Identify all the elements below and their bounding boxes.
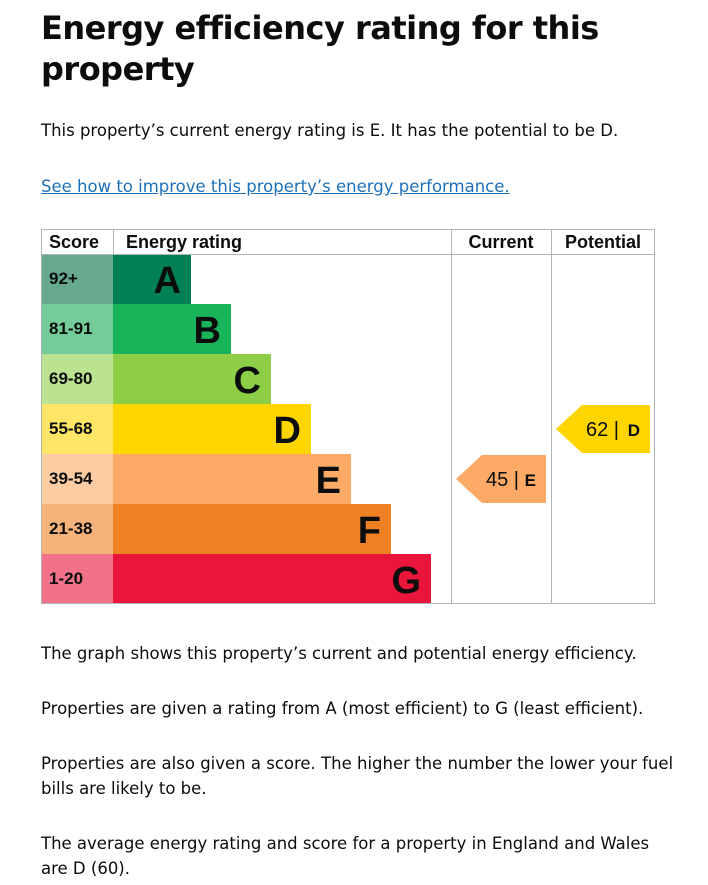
score-cell-f — [41, 504, 113, 554]
rating-bar-f — [113, 504, 391, 554]
score-label-g: 1-20 — [49, 569, 83, 588]
score-cell-d — [41, 404, 113, 454]
rating-letter-b: B — [194, 310, 221, 352]
current-rating-letter: E — [525, 471, 536, 490]
energy-rating-chart: Score Energy rating Current Potential 92+ A 81… — [41, 229, 655, 604]
improve-link-wrap: See how to improve this property’s energ… — [41, 174, 681, 199]
score-cell-g — [41, 554, 113, 604]
score-description: Properties are also given a score. The h… — [41, 754, 674, 798]
column-header-potential: Potential — [565, 232, 641, 252]
score-cell-b — [41, 304, 113, 354]
rating-bar-c — [113, 354, 271, 404]
column-header-current: Current — [468, 232, 533, 252]
rating-bar-a — [113, 254, 191, 304]
column-header-score: Score — [49, 232, 99, 252]
rating-letter-d: D — [274, 410, 301, 452]
rating-bar-e — [113, 454, 351, 504]
page-title: Energy efficiency rating for this proper… — [41, 9, 599, 88]
score-label-d: 55-68 — [49, 419, 92, 438]
rating-bar-g — [113, 554, 431, 604]
score-label-f: 21-38 — [49, 519, 92, 538]
score-label-c: 69-80 — [49, 369, 92, 388]
rating-bar-b — [113, 304, 231, 354]
rating-letter-e: E — [316, 460, 341, 502]
score-label-a: 92+ — [49, 269, 78, 288]
rating-letter-g: G — [391, 560, 421, 602]
score-cell-a — [41, 254, 113, 304]
column-header-energy-rating: Energy rating — [126, 232, 242, 252]
potential-rating-score: 62 | — [586, 419, 619, 441]
rating-bar-d — [113, 404, 311, 454]
current-rating-summary: This property’s current energy rating is… — [41, 121, 619, 140]
rating-letter-a: A — [154, 260, 181, 302]
rating-letter-f: F — [358, 510, 381, 552]
score-cell-e — [41, 454, 113, 504]
score-cell-c — [41, 354, 113, 404]
average-rating-description: The average energy rating and score for … — [41, 834, 650, 878]
score-label-b: 81-91 — [49, 319, 92, 338]
improve-performance-link[interactable]: See how to improve this property’s energ… — [41, 177, 510, 196]
current-rating-arrow — [456, 455, 546, 503]
potential-rating-arrow — [556, 405, 650, 453]
rating-range-description: Properties are given a rating from A (mo… — [41, 699, 644, 718]
potential-rating-letter: D — [628, 421, 640, 440]
rating-letter-c: C — [234, 360, 261, 402]
current-rating-score: 45 | — [486, 469, 519, 491]
graph-description: The graph shows this property’s current … — [41, 644, 637, 663]
score-label-e: 39-54 — [49, 469, 93, 488]
